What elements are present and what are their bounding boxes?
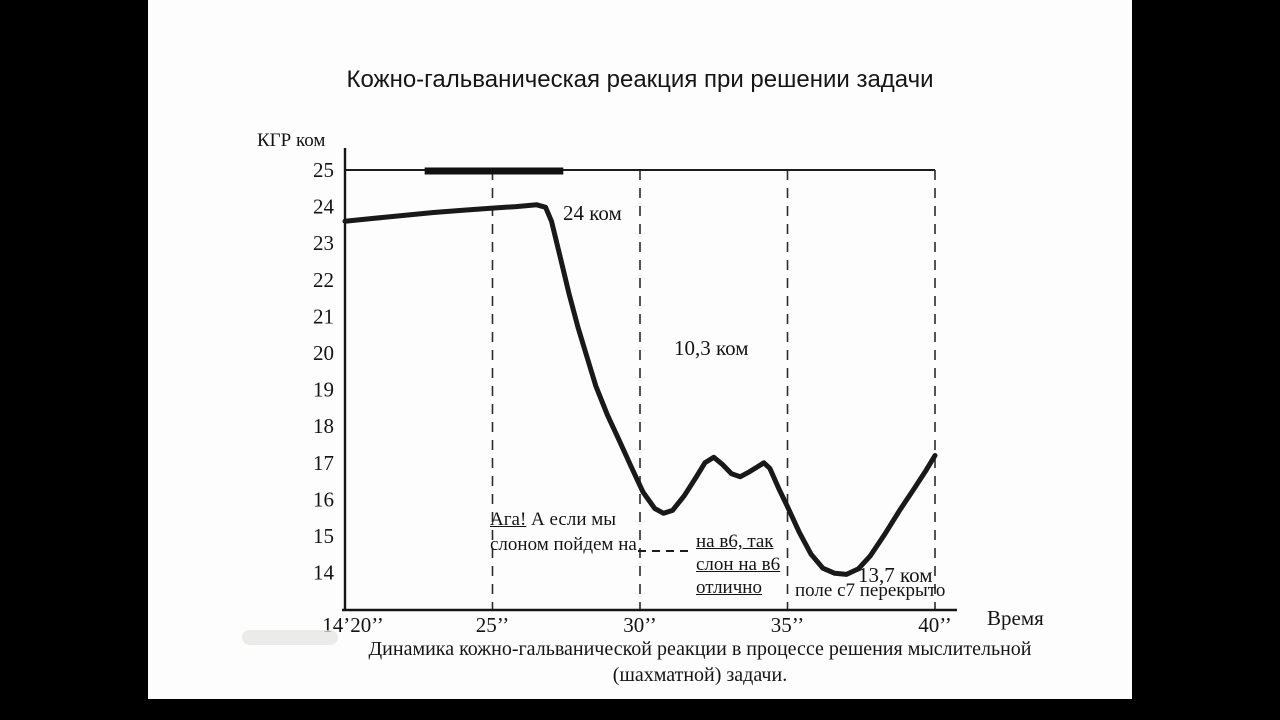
letterbox-left	[0, 0, 148, 720]
y-tick-label: 21	[313, 304, 334, 328]
y-tick-label: 25	[313, 158, 334, 182]
thought-aga-underlined: Ага!	[490, 509, 527, 530]
y-tick-label: 14	[313, 561, 335, 585]
kgr-curve	[342, 202, 938, 577]
y-tick-label: 17	[313, 451, 334, 475]
y-tick-label: 19	[313, 378, 334, 402]
x-tick-label: 35’’	[771, 613, 804, 637]
move-b6-line2: слон на в6	[696, 554, 781, 575]
x-tick-label: 40’’	[918, 613, 951, 637]
x-tick-label: 30’’	[623, 613, 656, 637]
y-tick-label: 23	[313, 231, 334, 255]
x-tick-label: 25’’	[476, 613, 509, 637]
annotation-move-b6: на в6, так слон на в6 отлично	[696, 530, 780, 599]
letterbox-right	[1132, 0, 1280, 720]
caption-line2: (шахматной) задачи.	[612, 664, 788, 686]
y-tick-label: 15	[313, 524, 334, 548]
x-axis-title: Время	[987, 606, 1044, 630]
caption-line1: Динамика кожно-гальванической реакции в …	[368, 638, 1032, 660]
thought-aga-line2: слоном пойдем на	[490, 534, 637, 555]
annotation-10-3kom: 10,3 ком	[674, 336, 749, 360]
y-tick-label: 24	[313, 195, 335, 219]
y-tick-label: 22	[313, 268, 334, 292]
letterbox-bottom	[0, 699, 1280, 720]
page-title: Кожно-гальваническая реакция при решении…	[346, 66, 934, 93]
annotation-13-7kom: 13,7 ком	[858, 563, 933, 587]
y-tick-label: 20	[313, 341, 334, 365]
annotation-c7-covered: поле с7 перекрыто	[795, 580, 946, 601]
thought-aga-line1: Ага! А если мы	[490, 507, 637, 532]
move-b6-line3: отлично	[696, 577, 762, 598]
scan-artifact	[242, 630, 338, 645]
y-tick-label: 16	[313, 487, 334, 511]
y-tick-label: 18	[313, 414, 334, 438]
move-b6-line1: на в6, так	[696, 531, 774, 552]
figure-caption: Динамика кожно-гальванической реакции в …	[340, 636, 1060, 688]
y-axis-title: КГР ком	[257, 130, 326, 151]
annotation-24kom: 24 ком	[563, 201, 622, 225]
thought-aga-rest: А если мы	[526, 509, 617, 530]
annotation-thought-aga: Ага! А если мы слоном пойдем на	[490, 507, 637, 557]
